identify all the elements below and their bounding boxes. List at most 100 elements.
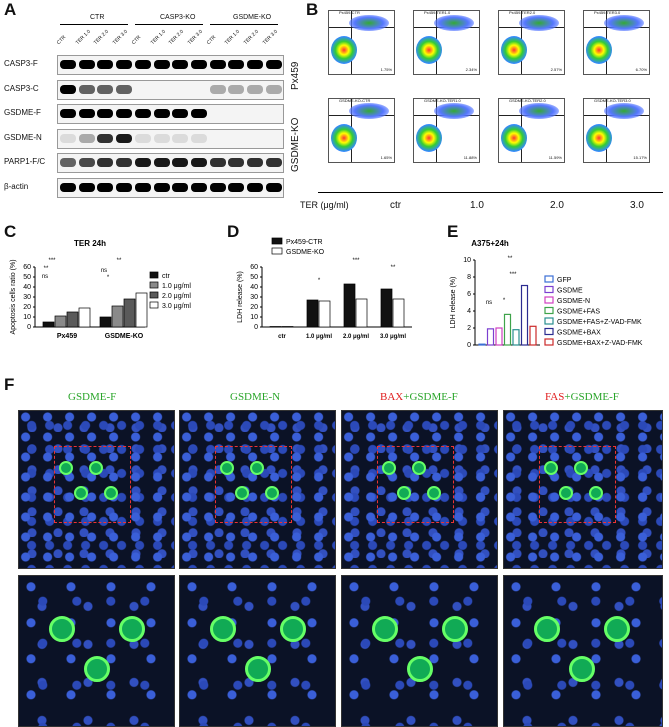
- micro-zoom: [503, 575, 663, 727]
- panel-label-f: F: [4, 375, 15, 394]
- micro-signal: [220, 461, 234, 475]
- significance-mark: ns: [486, 300, 492, 306]
- y-tick-label: 50: [23, 274, 31, 281]
- flow-density: [416, 36, 442, 64]
- micro-title-main: GSDME-F: [68, 391, 117, 403]
- blot-band: [78, 133, 95, 143]
- micro-zoom-box: [539, 446, 616, 523]
- blot-band: [153, 109, 170, 118]
- blot-lane-label: CTR: [130, 34, 143, 46]
- bar: [380, 288, 393, 328]
- legend-label: GSDME: [557, 288, 583, 295]
- blot-group-ctr: CTR: [90, 14, 105, 21]
- blot-band: [78, 60, 95, 69]
- y-axis-label: LDH release (%): [450, 277, 457, 329]
- bar: [486, 328, 495, 346]
- bar: [42, 321, 55, 328]
- blot-group-gsdme: GSDME-KO: [233, 14, 272, 21]
- significance-mark: *: [107, 275, 110, 281]
- blot-row-label: GSDME-F: [4, 108, 41, 117]
- flow-density: [416, 124, 442, 152]
- significance-mark: ns: [101, 268, 107, 274]
- panel-label-a: A: [4, 0, 17, 19]
- flow-column-label: ctr: [390, 200, 402, 211]
- blot-lane-label: TER 1.0: [74, 28, 92, 46]
- flow-plot-title: GSDME-KO-TER3.0: [594, 98, 631, 103]
- bar: [123, 298, 136, 328]
- bar: [503, 313, 512, 346]
- micro-nuclei: [180, 411, 335, 568]
- flow-plot: GSDME-KO-TER3.0 15.17%: [583, 98, 650, 163]
- legend-label: Px459-CTR: [286, 239, 323, 246]
- blot-band: [172, 60, 189, 69]
- y-axis-label: LDH release (%): [237, 271, 244, 323]
- micro-signal: [265, 486, 279, 500]
- blot-band: [116, 109, 133, 118]
- y-tick-label: 8: [467, 274, 471, 281]
- blot-band: [247, 158, 263, 167]
- significance-mark: **: [508, 256, 513, 262]
- x-tick-label: 2.0 μg/ml: [343, 334, 369, 340]
- micro-signal-zoom: [604, 616, 630, 642]
- blot-band: [60, 133, 76, 143]
- panel-label-c: C: [4, 222, 17, 241]
- bar: [512, 329, 520, 346]
- y-tick-label: 2: [467, 325, 471, 332]
- x-tick-label: Px459: [57, 333, 77, 340]
- micro-signal: [104, 486, 118, 500]
- micro-signal: [544, 461, 558, 475]
- flow-density-tail: [349, 15, 389, 31]
- blot-lane-label: TER 2.0: [167, 28, 186, 46]
- blot-band: [228, 158, 245, 167]
- micro-nuclei: [504, 411, 662, 568]
- flow-plot-title: GSDME-KO-TER2.0: [509, 98, 546, 103]
- blot-lane-label: TER 1.0: [149, 28, 167, 46]
- micro-zoom: [179, 575, 336, 727]
- flow-density-tail: [349, 103, 389, 119]
- blot-band: [190, 109, 207, 118]
- blot-row-strip: [57, 79, 284, 100]
- bar: [495, 327, 503, 346]
- x-tick-label: GSDME-KO: [105, 333, 144, 340]
- blot-row-strip: [57, 153, 284, 173]
- bar: [281, 326, 294, 328]
- bar: [355, 298, 368, 328]
- micro-title: BAX+GSDME-F: [380, 391, 458, 403]
- flow-density-tail: [519, 15, 559, 31]
- significance-mark: **: [117, 258, 122, 264]
- blot-band: [172, 158, 189, 167]
- micro-nuclei-zoom: [504, 576, 662, 726]
- flow-plot: Px459-TER3.0 6.70%: [583, 10, 650, 75]
- flow-density-tail: [604, 15, 644, 31]
- y-tick-label: 0: [467, 342, 471, 349]
- micro-signal: [250, 461, 264, 475]
- blot-band: [190, 158, 207, 167]
- flow-density: [586, 36, 612, 64]
- flow-density: [331, 36, 357, 64]
- flow-density-tail: [604, 103, 644, 119]
- blot-group-casp3: CASP3-KO: [160, 14, 196, 21]
- flow-plot: GSDME-KO-TER2.0 11.59%: [498, 98, 565, 163]
- legend-swatch: [544, 285, 554, 294]
- micro-overview: [18, 410, 175, 569]
- micro-title-suffix: +GSDME-F: [564, 391, 619, 403]
- micro-signal: [589, 486, 603, 500]
- legend-label: GSDME+FAS+Z-VAD-FMK: [557, 319, 642, 326]
- micro-zoom: [18, 575, 175, 727]
- flow-density: [501, 36, 527, 64]
- flow-plot-title: GSDME-KO-CTR: [339, 98, 371, 103]
- micro-signal: [427, 486, 441, 500]
- micro-signal-zoom: [442, 616, 468, 642]
- micro-overview: [179, 410, 336, 569]
- blot-band: [190, 60, 207, 69]
- blot-band: [247, 182, 263, 192]
- blot-lane-label: TER 1.0: [224, 28, 242, 46]
- flow-plot: Px459-TER1.0 2.34%: [413, 10, 480, 75]
- flow-cytometry-panel: Px459 GSDME-KO Px459-CTR 1.75% Px459-TER1.…: [290, 0, 669, 220]
- blot-lane-label: CTR: [55, 34, 68, 46]
- blot-band: [153, 133, 170, 143]
- legend-swatch: [271, 247, 283, 255]
- blot-band: [247, 84, 263, 94]
- micro-signal: [559, 486, 573, 500]
- micro-signal: [89, 461, 103, 475]
